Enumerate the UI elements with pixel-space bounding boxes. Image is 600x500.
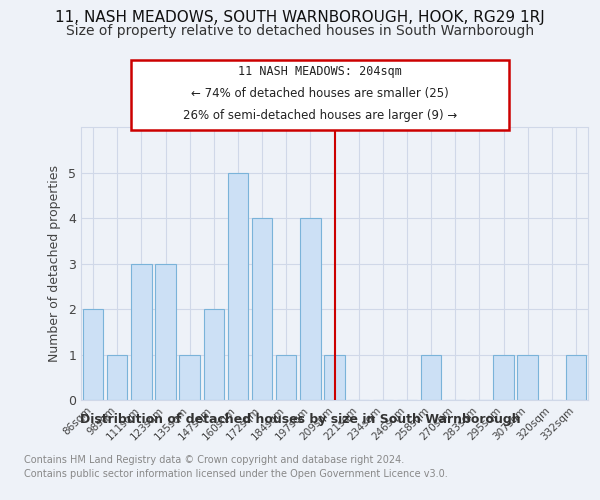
Text: Contains HM Land Registry data © Crown copyright and database right 2024.: Contains HM Land Registry data © Crown c…: [24, 455, 404, 465]
Bar: [179, 354, 200, 400]
Bar: [227, 173, 248, 400]
Bar: [131, 264, 152, 400]
Bar: [203, 309, 224, 400]
Bar: [252, 218, 272, 400]
Text: Contains public sector information licensed under the Open Government Licence v3: Contains public sector information licen…: [24, 469, 448, 479]
Bar: [517, 354, 538, 400]
Bar: [83, 309, 103, 400]
Text: 26% of semi-detached houses are larger (9) →: 26% of semi-detached houses are larger (…: [182, 109, 457, 122]
Bar: [107, 354, 127, 400]
Text: 11, NASH MEADOWS, SOUTH WARNBOROUGH, HOOK, RG29 1RJ: 11, NASH MEADOWS, SOUTH WARNBOROUGH, HOO…: [55, 10, 545, 25]
Bar: [566, 354, 586, 400]
Text: Distribution of detached houses by size in South Warnborough: Distribution of detached houses by size …: [80, 412, 520, 426]
Bar: [421, 354, 442, 400]
Text: Size of property relative to detached houses in South Warnborough: Size of property relative to detached ho…: [66, 24, 534, 38]
Text: ← 74% of detached houses are smaller (25): ← 74% of detached houses are smaller (25…: [191, 87, 449, 100]
Bar: [276, 354, 296, 400]
Bar: [155, 264, 176, 400]
Y-axis label: Number of detached properties: Number of detached properties: [48, 165, 61, 362]
Bar: [324, 354, 345, 400]
Bar: [300, 218, 320, 400]
Text: 11 NASH MEADOWS: 204sqm: 11 NASH MEADOWS: 204sqm: [238, 65, 402, 78]
Bar: [493, 354, 514, 400]
